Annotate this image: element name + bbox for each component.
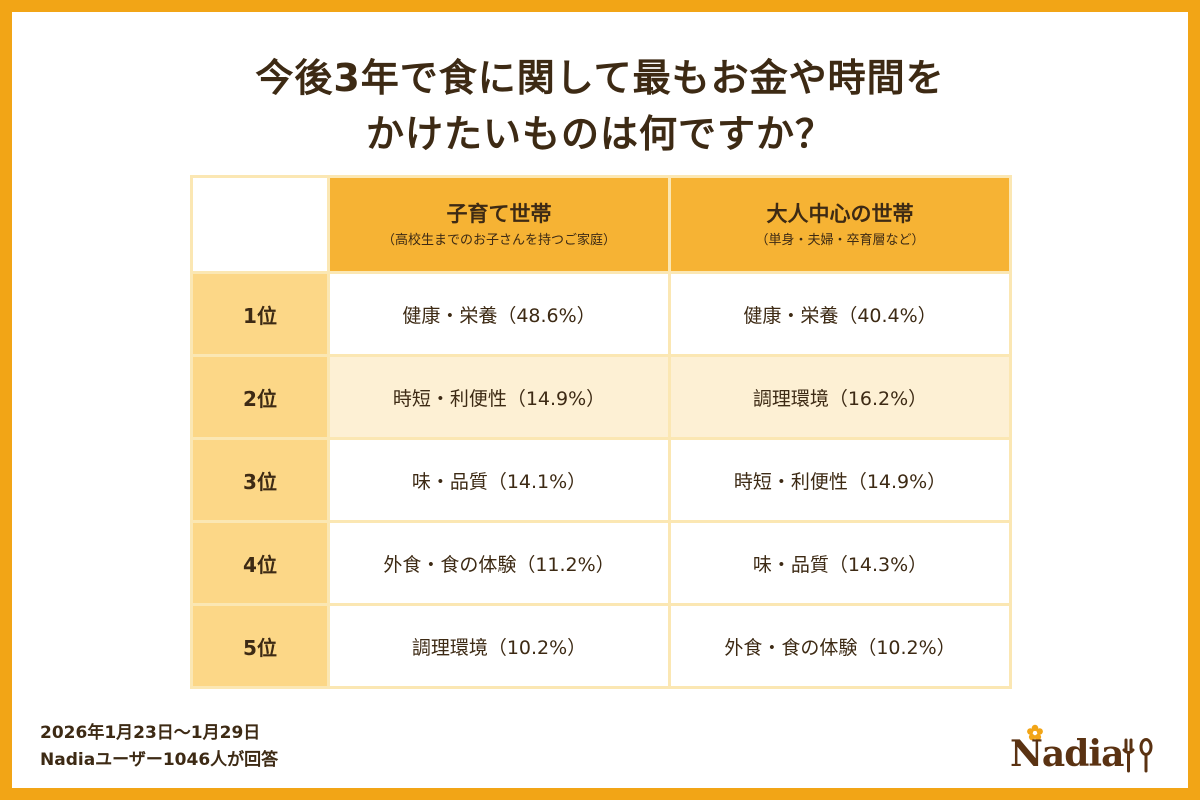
table-row: 2位 時短・利便性（14.9%） 調理環境（16.2%） [190,354,1012,440]
table-row: 4位 外食・食の体験（11.2%） 味・品質（14.3%） [190,520,1012,606]
logo-wordmark: Nadia [1010,733,1124,775]
table-cell: 味・品質（14.3%） [668,520,1012,606]
rank-label: 3位 [190,437,330,523]
fork-and-spoon-icon [1122,738,1153,773]
column-header-families: 子育て世帯 （高校生までのお子さんを持つご家庭） [327,175,671,274]
table-row: 3位 味・品質（14.1%） 時短・利便性（14.9%） [190,437,1012,523]
rank-label: 1位 [190,271,330,357]
column-header-adults: 大人中心の世帯 （単身・夫婦・卒育層など） [668,175,1012,274]
table-cell: 外食・食の体験（10.2%） [668,603,1012,689]
table-cell: 時短・利便性（14.9%） [668,437,1012,523]
rank-label: 5位 [190,603,330,689]
table-cell: 健康・栄養（48.6%） [327,271,671,357]
ranking-table: 子育て世帯 （高校生までのお子さんを持つご家庭） 大人中心の世帯 （単身・夫婦・… [190,175,1012,689]
table-row: 5位 調理環境（10.2%） 外食・食の体験（10.2%） [190,603,1012,689]
column-header-note: （単身・夫婦・卒育層など） [755,232,925,248]
table-corner [190,175,330,274]
rank-label: 2位 [190,354,330,440]
nadia-logo: Nadia [998,724,1168,784]
table-row: 1位 健康・栄養（48.6%） 健康・栄養（40.4%） [190,271,1012,357]
card: 今後3年で食に関して最もお金や時間を かけたいものは何ですか？ 子育て世帯 （高… [12,12,1188,788]
page-title: 今後3年で食に関して最もお金や時間を かけたいものは何ですか？ [12,50,1188,162]
survey-footnote: 2026年1月23日～1月29日 Nadiaユーザー1046人が回答 [40,720,278,774]
table-header-row: 子育て世帯 （高校生までのお子さんを持つご家庭） 大人中心の世帯 （単身・夫婦・… [190,175,1012,274]
title-line-2: かけたいものは何ですか？ [365,112,834,156]
column-header-title: 大人中心の世帯 [766,201,914,226]
table-cell: 時短・利便性（14.9%） [327,354,671,440]
table-cell: 健康・栄養（40.4%） [668,271,1012,357]
table-cell: 外食・食の体験（11.2%） [327,520,671,606]
survey-period: 2026年1月23日～1月29日 [40,723,261,743]
rank-label: 4位 [190,520,330,606]
survey-respondents: Nadiaユーザー1046人が回答 [40,750,279,770]
column-header-title: 子育て世帯 [446,201,552,226]
table-cell: 調理環境（10.2%） [327,603,671,689]
flower-icon [1027,724,1043,741]
table-cell: 味・品質（14.1%） [327,437,671,523]
title-line-1: 今後3年で食に関して最もお金や時間を [255,56,945,100]
column-header-note: （高校生までのお子さんを持つご家庭） [381,232,616,248]
table-cell: 調理環境（16.2%） [668,354,1012,440]
